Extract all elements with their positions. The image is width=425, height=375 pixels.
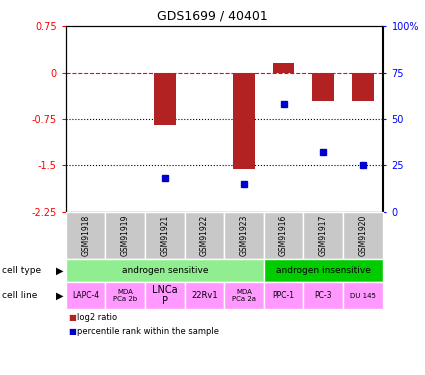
Text: ▶: ▶ (56, 266, 64, 275)
Bar (312, 73, 334, 100)
Text: GSM91922: GSM91922 (200, 214, 209, 256)
Text: GSM91921: GSM91921 (160, 214, 169, 256)
Text: GSM91919: GSM91919 (121, 214, 130, 256)
Text: MDA
PCa 2b: MDA PCa 2b (113, 289, 137, 302)
Text: GSM91920: GSM91920 (358, 214, 367, 256)
Text: androgen sensitive: androgen sensitive (122, 266, 208, 275)
Bar (273, 63, 295, 73)
Text: 22Rv1: 22Rv1 (191, 291, 218, 300)
Text: GSM91923: GSM91923 (239, 214, 249, 256)
Text: PC-3: PC-3 (314, 291, 332, 300)
Text: LAPC-4: LAPC-4 (72, 291, 99, 300)
Bar (233, 73, 255, 169)
Bar (352, 73, 374, 100)
Text: ■: ■ (68, 313, 76, 322)
Text: cell line: cell line (2, 291, 37, 300)
Text: PPC-1: PPC-1 (272, 291, 295, 300)
Text: DU 145: DU 145 (350, 292, 376, 298)
Text: LNCa
P: LNCa P (152, 285, 178, 306)
Text: log2 ratio: log2 ratio (77, 313, 117, 322)
Text: androgen insensitive: androgen insensitive (276, 266, 371, 275)
Text: GDS1699 / 40401: GDS1699 / 40401 (157, 9, 268, 22)
Text: cell type: cell type (2, 266, 41, 275)
Bar (154, 73, 176, 125)
Text: GSM91916: GSM91916 (279, 214, 288, 256)
Text: GSM91917: GSM91917 (319, 214, 328, 256)
Text: ▶: ▶ (56, 291, 64, 300)
Text: MDA
PCa 2a: MDA PCa 2a (232, 289, 256, 302)
Text: percentile rank within the sample: percentile rank within the sample (77, 327, 219, 336)
Text: ■: ■ (68, 327, 76, 336)
Text: GSM91918: GSM91918 (81, 214, 90, 256)
